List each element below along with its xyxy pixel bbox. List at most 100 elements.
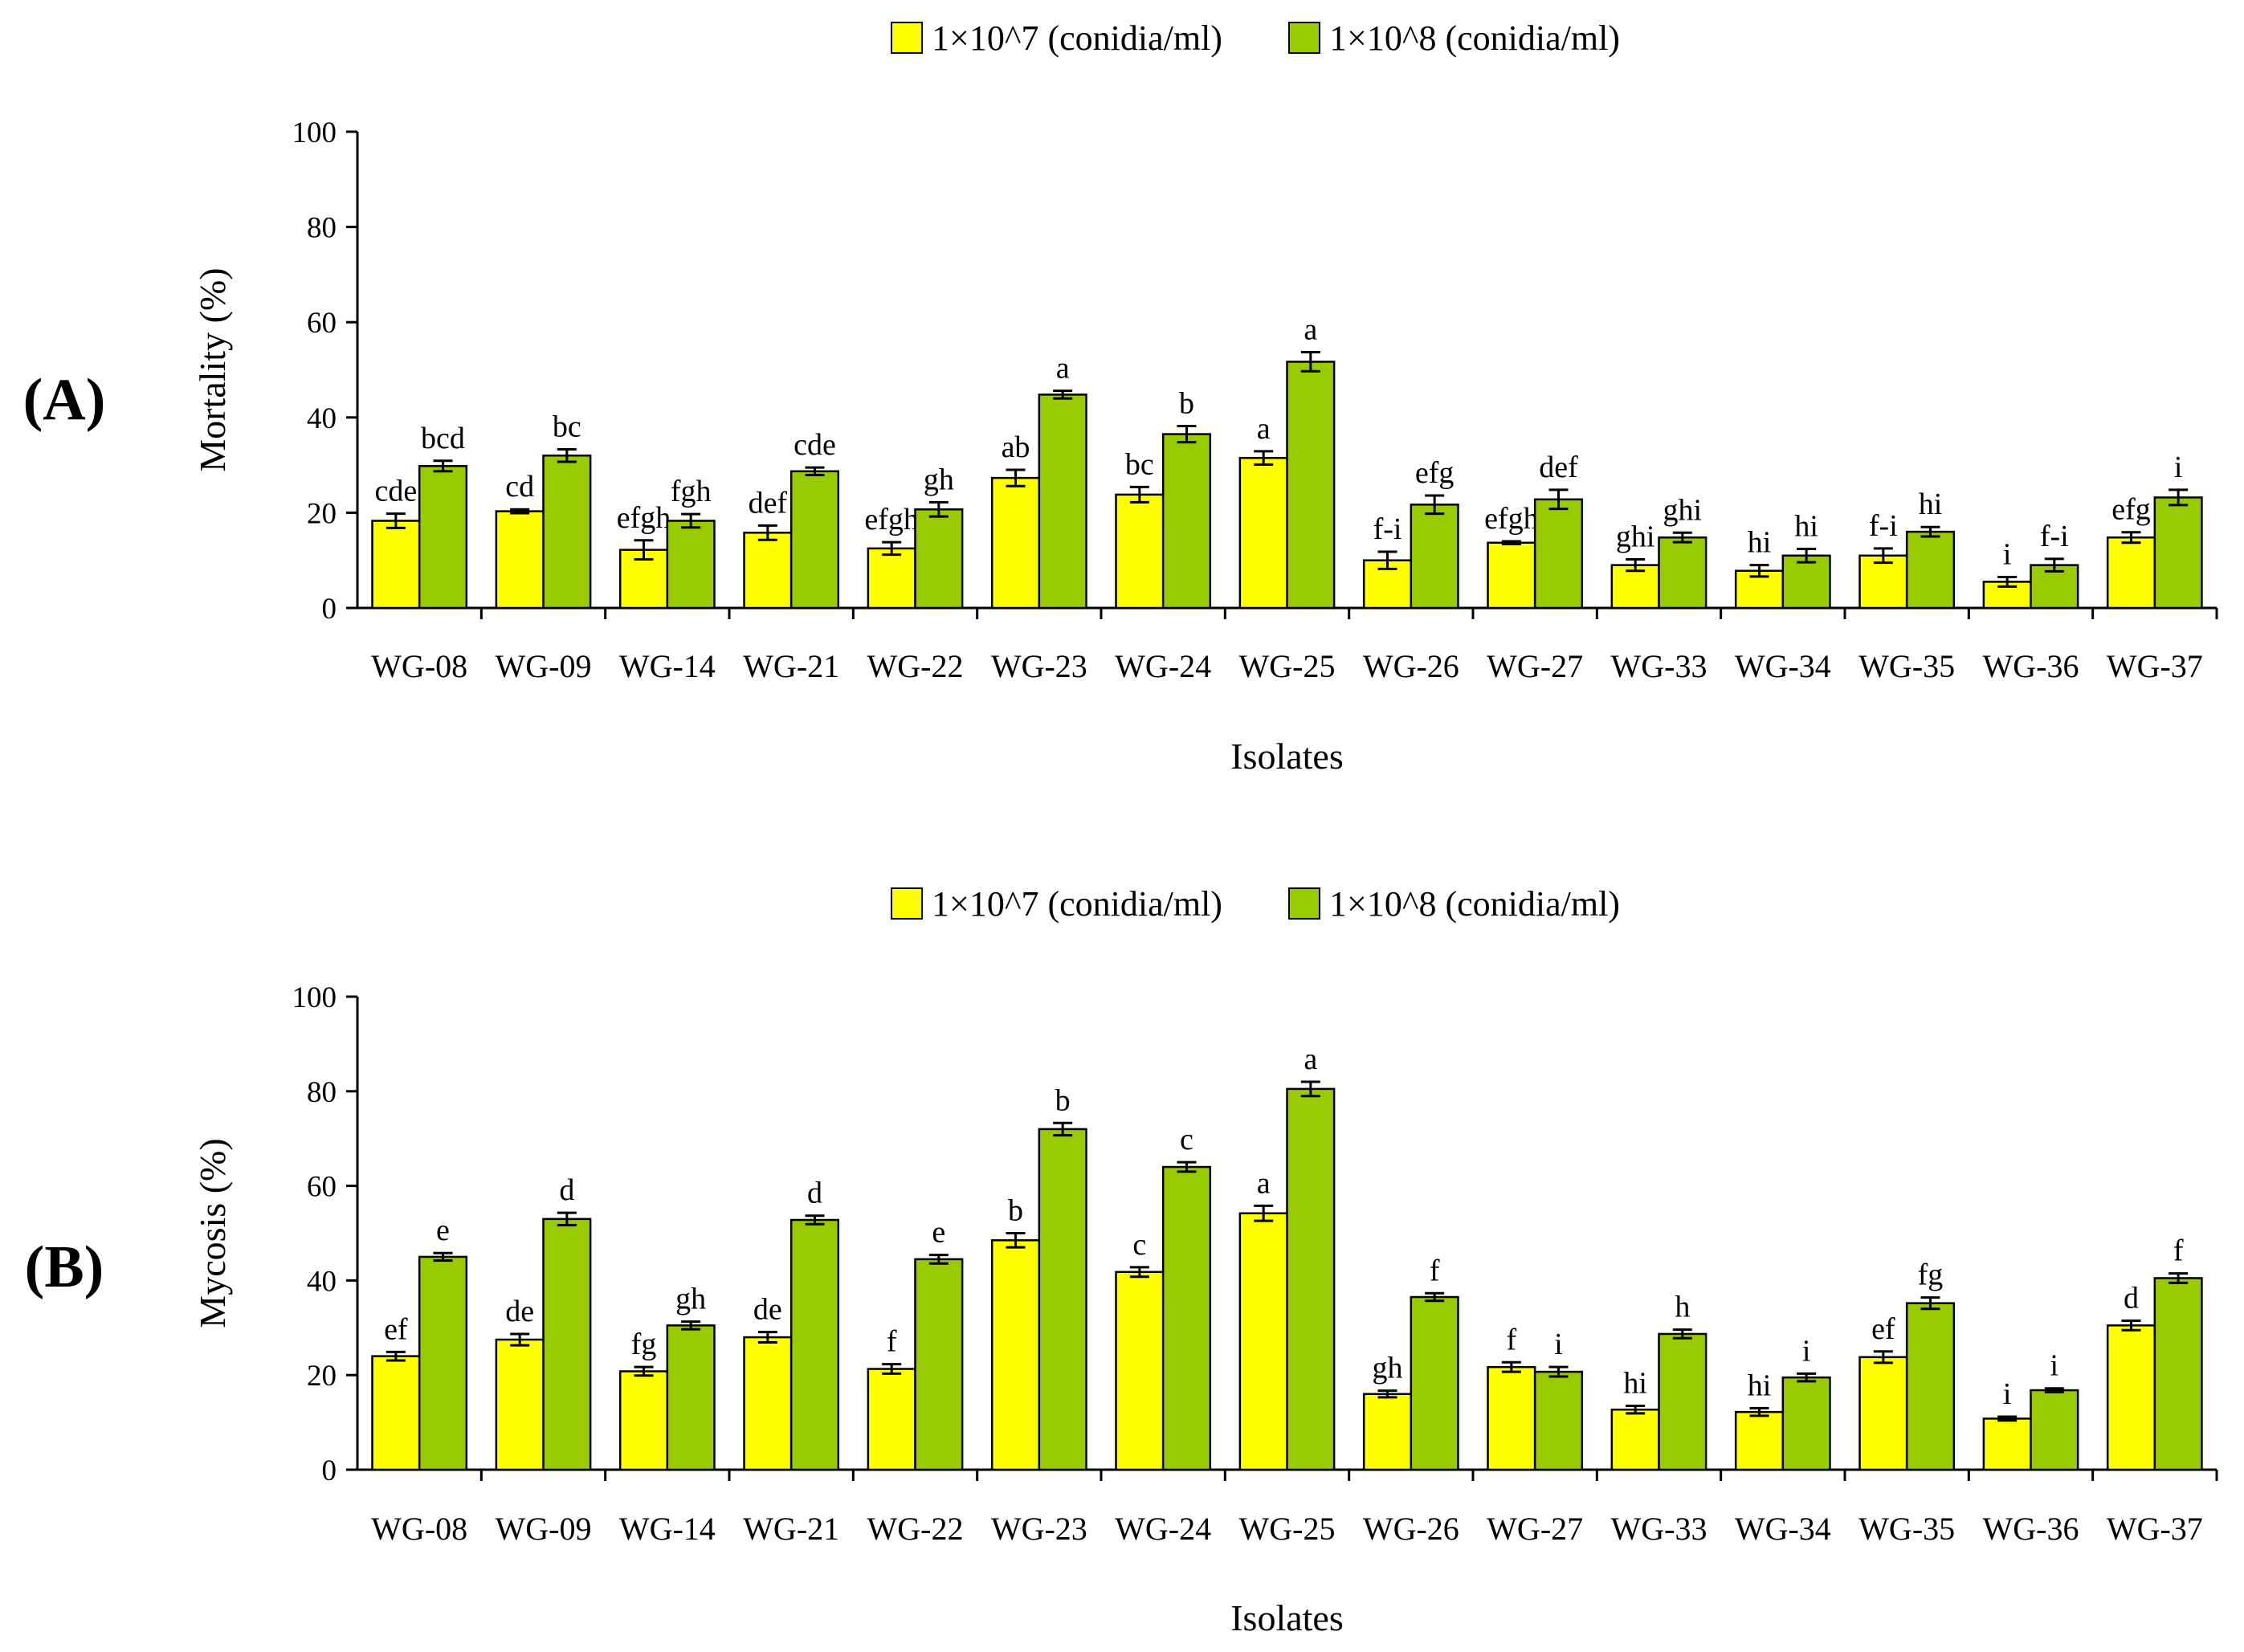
bar-high [789,1218,840,1471]
chart-panel-b: (B) 1×10^7 (conidia/ml) 1×10^8 (conidia/ml… [25,884,2218,1638]
bar-high [1905,1302,1956,1471]
significance-letter-high: gh [675,1283,706,1316]
significance-letter-high: b [1055,1083,1071,1117]
bar-low [990,1239,1041,1471]
significance-letter-high: f [2173,1234,2184,1268]
y-tick-label: 100 [292,981,337,1014]
legend-label-low: 1×10^7 (conidia/ml) [932,18,1222,58]
bar-high [1038,1128,1087,1471]
y-tick-label: 80 [307,1076,337,1109]
x-tick-label: WG-25 [1239,648,1336,684]
bar-low [743,1336,793,1471]
y-tick-label: 60 [307,1171,337,1204]
legend-swatch-low [891,22,923,54]
x-tick-label: WG-27 [1487,648,1583,684]
x-tick-label: WG-37 [2107,648,2203,684]
bar-low [1362,559,1413,610]
x-axis-label: Isolates [1230,736,1344,777]
bar-low [1362,1393,1413,1471]
bar-high [1161,433,1212,610]
significance-letter-high: a [1056,352,1070,385]
significance-letter-high: ghi [1663,493,1703,527]
significance-letter-high: def [1539,451,1578,484]
bar-high [914,508,964,610]
significance-letter-low: ghi [1616,520,1655,554]
bar-low [495,1338,545,1471]
bar-low [1734,1410,1785,1471]
x-tick-label: WG-14 [619,1511,716,1547]
x-tick-label: WG-26 [1363,648,1459,684]
significance-letter-low: cd [505,470,534,504]
significance-letter-low: fg [631,1328,657,1361]
significance-letter-high: a [1304,1042,1317,1076]
x-tick-label: WG-09 [496,648,592,684]
significance-letter-low: ef [1871,1312,1895,1346]
significance-letter-low: f-i [1869,509,1898,543]
legend: 1×10^7 (conidia/ml) 1×10^8 (conidia/ml) [891,18,1620,58]
significance-letter-high: fg [1918,1258,1944,1292]
significance-letter-high: f-i [2040,520,2069,553]
legend: 1×10^7 (conidia/ml) 1×10^8 (conidia/ml) [891,884,1620,924]
significance-letter-high: hi [1794,509,1818,543]
significance-letter-low: c [1132,1228,1146,1262]
significance-letter-low: bc [1125,447,1154,481]
bar-high [2153,496,2203,610]
significance-letter-high: bcd [421,422,465,455]
significance-letter-low: efgh [864,503,919,536]
chart-panel-a: (A) 1×10^7 (conidia/ml) 1×10^8 (conidia/ml… [23,18,2218,777]
bar-high [1161,1165,1212,1471]
significance-letter-low: hi [1748,526,1772,560]
x-tick-label: WG-33 [1611,1511,1707,1547]
legend-label-low: 1×10^7 (conidia/ml) [932,884,1222,924]
significance-letter-high: e [436,1214,450,1247]
legend-swatch-low [891,887,923,920]
x-tick-label: WG-37 [2107,1511,2203,1547]
panel-label: (B) [25,1234,104,1300]
bar-low [1610,1408,1660,1471]
significance-letter-low: efgh [1484,502,1539,536]
y-tick-label: 0 [322,593,337,626]
y-tick-label: 40 [307,1265,337,1298]
bar-high [542,454,592,610]
bar-high [1533,1370,1584,1471]
bar-high [418,1255,468,1471]
x-tick-label: WG-34 [1735,1511,1831,1547]
significance-letter-low: efgh [617,501,671,535]
significance-letter-low: f [887,1325,897,1359]
x-tick-label: WG-23 [991,1511,1087,1547]
bar-high [418,465,468,610]
bar-low [2106,536,2156,610]
significance-letter-low: def [749,486,788,520]
significance-letter-high: c [1180,1123,1193,1156]
x-tick-label: WG-36 [1983,1511,2079,1547]
bar-low [1858,1356,1908,1471]
bar-low [495,510,545,610]
significance-letter-high: gh [924,463,954,496]
bar-high [666,520,716,610]
bar-low [867,1368,916,1471]
x-tick-label: WG-25 [1239,1511,1336,1547]
y-tick-label: 20 [307,1360,337,1393]
bar-low [1982,1417,2032,1471]
bar-high [1781,554,1831,610]
x-tick-label: WG-14 [619,648,716,684]
bar-low [2106,1324,2156,1471]
significance-letter-high: h [1675,1291,1690,1324]
y-axis-label: Mortality (%) [192,267,233,471]
x-tick-label: WG-22 [867,1511,964,1547]
significance-letter-low: i [2003,537,2012,571]
bar-high [2153,1277,2203,1471]
x-tick-label: WG-35 [1858,1511,1955,1547]
y-tick-label: 100 [292,116,337,149]
bar-low [618,1370,669,1471]
significance-letter-low: cde [374,475,417,508]
significance-letter-high: efg [1415,456,1455,490]
panel-label: (A) [23,367,106,433]
bar-low [1487,541,1536,610]
bar-low [1238,1212,1288,1471]
x-tick-label: WG-21 [743,1511,839,1547]
significance-letter-high: fgh [671,475,712,508]
y-tick-label: 40 [307,402,337,435]
x-tick-label: WG-33 [1611,648,1707,684]
bar-low [743,532,793,610]
